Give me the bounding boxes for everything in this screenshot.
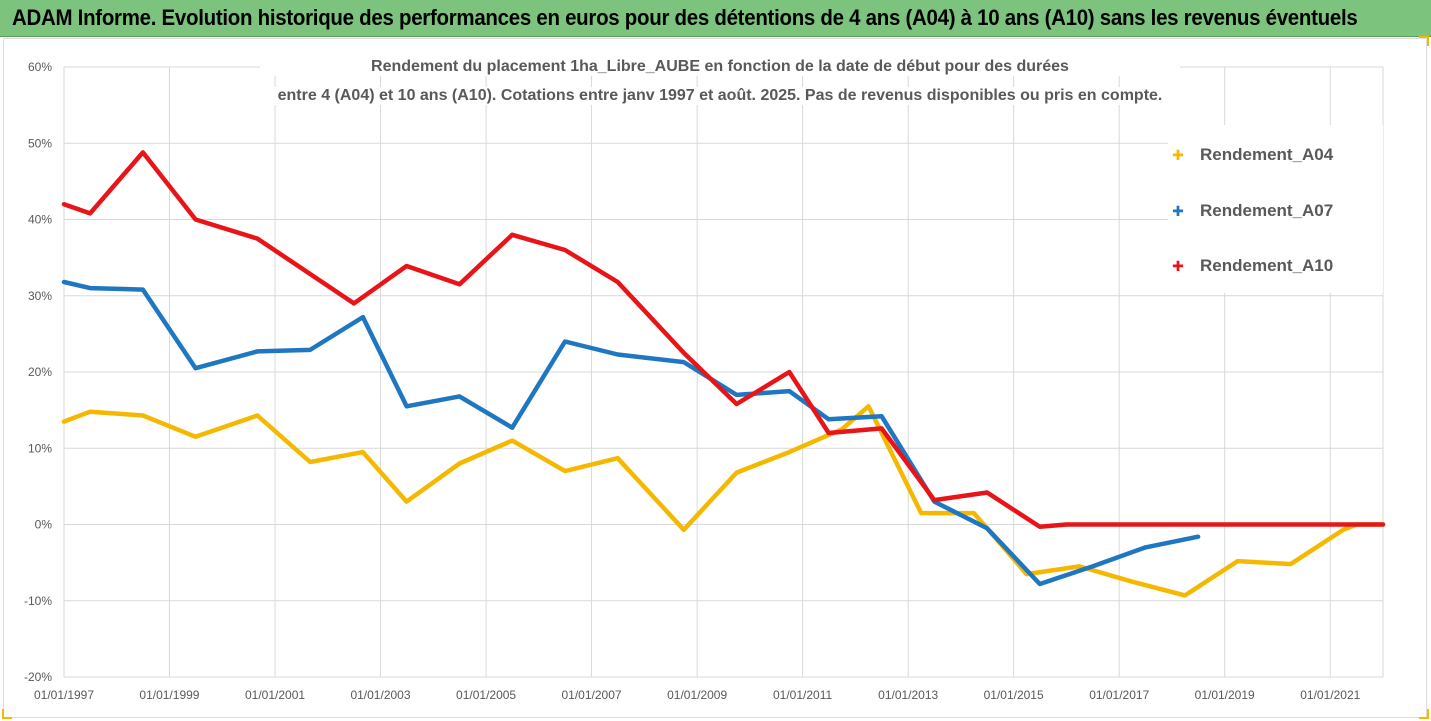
legend-item-a04: ✚ Rendement_A04: [1168, 142, 1333, 168]
y-tick-label: 20%: [28, 365, 52, 379]
chart-title-line-1: Rendement du placement 1ha_Libre_AUBE en…: [260, 58, 1180, 76]
legend-label-a07: Rendement_A07: [1200, 201, 1334, 220]
x-tick-label: 01/01/2007: [562, 688, 622, 702]
series-line-rendement-a10: [61, 150, 1386, 530]
y-tick-label: -10%: [24, 594, 52, 608]
x-tick-label: 01/01/2019: [1195, 688, 1255, 702]
report-header: ADAM Informe. Evolution historique des p…: [0, 0, 1431, 37]
x-tick-label: 01/01/2017: [1089, 688, 1149, 702]
x-tick-label: 01/01/2001: [245, 688, 305, 702]
chart-frame: [3, 38, 1427, 718]
x-axis-tick-labels: 01/01/1997 01/01/1999 01/01/2001 01/01/2003…: [34, 688, 1361, 702]
legend-item-a07: ✚ Rendement_A07: [1168, 198, 1333, 224]
selection-corner-handle: [1419, 709, 1429, 719]
x-tick-label: 01/01/2013: [878, 688, 938, 702]
report-title: ADAM Informe. Evolution historique des p…: [12, 5, 1358, 30]
legend-marker-icon: ✚: [1172, 258, 1184, 274]
y-tick-label: 30%: [28, 289, 52, 303]
y-axis-tick-labels: 60% 50% 40% 30% 20% 10% 0% -10% -20%: [24, 60, 52, 684]
x-tick-label: 01/01/2011: [773, 688, 832, 702]
x-tick-label: 01/01/2003: [350, 688, 410, 702]
x-tick-label: 01/01/2015: [984, 688, 1044, 702]
legend-label-a04: Rendement_A04: [1200, 145, 1334, 164]
legend-item-a10: ✚ Rendement_A10: [1168, 253, 1333, 279]
chart-series: [61, 150, 1386, 598]
selection-corner-handle: [2, 709, 12, 719]
x-tick-label: 01/01/2009: [667, 688, 727, 702]
series-line-rendement-a04: [61, 404, 1386, 598]
y-tick-label: 0%: [35, 518, 53, 532]
y-tick-label: -20%: [24, 670, 52, 684]
x-tick-label: 01/01/1997: [34, 688, 94, 702]
selection-corner-handle: [1419, 36, 1429, 46]
x-tick-label: 01/01/1999: [139, 688, 199, 702]
chart-title-line-2: entre 4 (A04) et 10 ans (A10). Cotations…: [260, 87, 1180, 105]
x-tick-label: 01/01/2005: [456, 688, 516, 702]
x-tick-label: 01/01/2021: [1300, 688, 1360, 702]
legend-marker-icon: ✚: [1172, 147, 1184, 163]
legend-marker-icon: ✚: [1172, 203, 1184, 219]
legend-label-a10: Rendement_A10: [1200, 256, 1334, 275]
y-tick-label: 10%: [28, 441, 52, 455]
y-tick-label: 40%: [28, 213, 52, 227]
y-tick-label: 60%: [28, 60, 52, 74]
y-tick-label: 50%: [28, 136, 52, 150]
chart-legend: ✚ Rendement_A04 ✚ Rendement_A07 ✚ Rendem…: [1168, 125, 1383, 293]
series-line-rendement-a07: [61, 279, 1201, 587]
